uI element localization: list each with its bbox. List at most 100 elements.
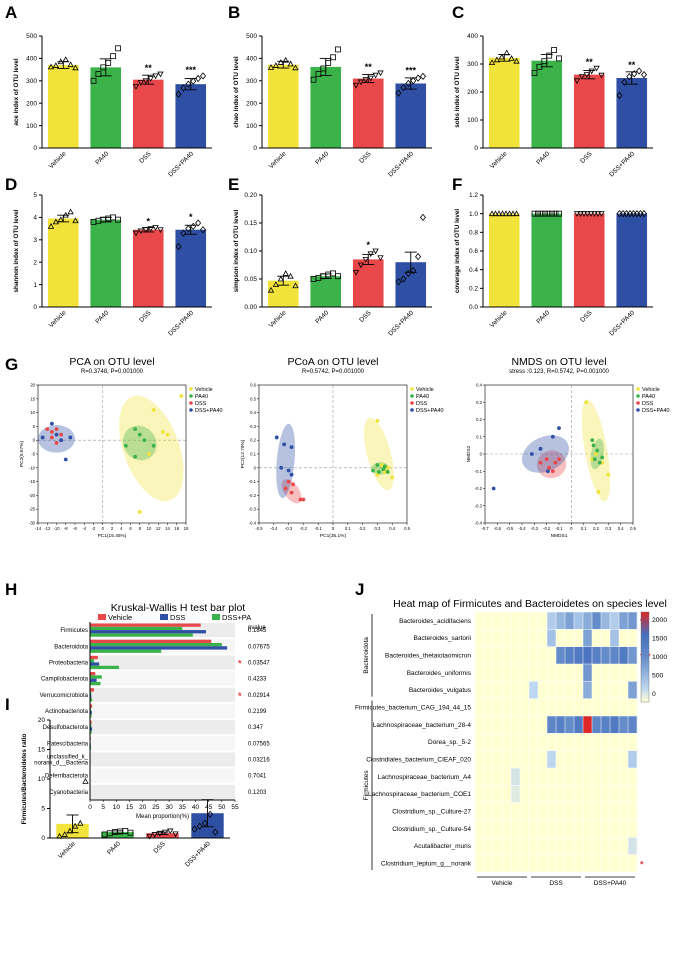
- heatmap-cell: [520, 750, 530, 769]
- bar-pa40: [101, 832, 134, 838]
- data-point: [310, 76, 317, 83]
- x-tick-label: Vehicle: [48, 150, 68, 170]
- bar-vehicle: [90, 704, 93, 708]
- bar-dss: [90, 694, 92, 699]
- bar-dss-pa: [90, 714, 92, 718]
- row-label: Bacteroides_vulgatus: [409, 687, 472, 694]
- panel-j: Heat map of Firmicutes and Bacteroidetes…: [355, 598, 667, 887]
- heatmap-cell: [574, 733, 584, 751]
- data-point: [157, 227, 164, 234]
- data-point: [509, 210, 517, 217]
- data-point: [488, 59, 496, 65]
- y-tick-label: 3: [33, 237, 37, 244]
- heatmap-cell: [565, 768, 575, 786]
- heatmap-cell: [484, 733, 494, 751]
- y-tick-label: -5: [31, 452, 35, 457]
- x-tick-label: 18: [184, 526, 189, 531]
- heatmap-cell: [547, 664, 557, 682]
- data-point: [583, 72, 590, 78]
- heatmap-cell: [529, 820, 539, 838]
- pvalue-label: 0.2199: [248, 709, 267, 715]
- data-point: [137, 228, 145, 235]
- heatmap-cell: [619, 664, 629, 682]
- y-axis-label: PC2(5.67%): [19, 441, 25, 468]
- heatmap-cell: [619, 629, 629, 647]
- bar-vehicle: [90, 688, 94, 692]
- data-point: [616, 91, 623, 99]
- heatmap-cell: [619, 716, 629, 734]
- heatmap-cell: [556, 854, 566, 873]
- x-tick-label: PA40: [535, 309, 551, 325]
- y-tick-label: 5: [33, 424, 36, 429]
- y-tick-label: -0.3: [475, 503, 483, 508]
- x-tick-label: 0.1: [581, 526, 587, 531]
- data-point: [191, 825, 198, 833]
- heatmap-cell: [538, 785, 548, 803]
- category-label: Desulfobacterota: [43, 725, 89, 731]
- heatmap-cell: [556, 612, 566, 630]
- data-point: [598, 211, 605, 217]
- bar-dss-pa40: [616, 78, 648, 148]
- heatmap-cell: [502, 629, 512, 647]
- heatmap-cell: [583, 854, 593, 873]
- heatmap-cell: [574, 802, 584, 821]
- row-label: Acutalibacter_muris: [414, 843, 472, 850]
- significance-mark: **: [586, 57, 594, 67]
- data-point: [66, 827, 74, 834]
- heatmap-cell: [502, 733, 512, 751]
- heatmap-cell: [493, 612, 503, 630]
- scatter-point-pa40: [385, 470, 390, 474]
- heatmap-cell: [610, 802, 620, 821]
- bar-vehicle: [47, 65, 79, 148]
- y-axis-label: NMDS2: [466, 445, 472, 462]
- x-tick-label: -10: [53, 526, 60, 531]
- data-point: [287, 272, 294, 279]
- legend-swatch: [410, 408, 414, 412]
- data-point: [352, 82, 360, 89]
- bar-dss-pa40: [175, 84, 207, 148]
- bar-dss-pa40: [395, 83, 427, 148]
- heatmap-cell: [502, 681, 512, 699]
- y-tick-label: -0.2: [249, 493, 257, 498]
- legend-swatch: [410, 387, 414, 391]
- heatmap-cell: [493, 785, 503, 803]
- bar-dss-pa: [90, 681, 101, 686]
- legend-label: Vehicle: [642, 387, 660, 393]
- heatmap-cell: [583, 768, 593, 786]
- confidence-ellipse-pa40: [122, 425, 157, 461]
- data-point: [62, 211, 69, 218]
- panel-label-j: J: [355, 580, 364, 599]
- heatmap-cell: [565, 681, 575, 699]
- data-point: [199, 226, 207, 234]
- x-tick-label: 0.3: [605, 526, 611, 531]
- heatmap-cell: [628, 768, 638, 786]
- bar-vehicle: [267, 64, 299, 148]
- data-point: [272, 281, 280, 287]
- scatter-point-vehicle: [160, 430, 165, 434]
- category-label: Firmicutes: [60, 628, 88, 634]
- colorbar-tick-label: 1000: [652, 654, 667, 661]
- bar-dss: [90, 662, 100, 666]
- data-point: [320, 65, 327, 72]
- legend-label: PA40: [195, 394, 208, 400]
- heatmap-cell: [538, 716, 548, 734]
- heatmap-cell: [628, 733, 638, 751]
- x-tick-label: 50: [218, 804, 226, 811]
- heatmap-cell: [619, 837, 629, 855]
- panel-d: 0 1 2 3 4 5 Vehicle PA40 * DSS * DSS+PA40 shannon in…: [13, 192, 212, 337]
- data-point: [395, 278, 402, 286]
- heatmap-cell: [565, 716, 575, 734]
- y-tick-label: 0.2: [250, 438, 256, 443]
- y-tick-label: 0.6: [250, 383, 256, 388]
- heatmap-cell: [628, 716, 638, 734]
- legend-label: Vehicle: [195, 387, 213, 393]
- data-point: [100, 64, 107, 71]
- data-point: [292, 282, 299, 289]
- heatmap-cell: [484, 681, 494, 699]
- heatmap-cell: [511, 629, 521, 647]
- data-point: [152, 73, 159, 80]
- y-tick-label: 0.8: [469, 230, 478, 237]
- y-tick-label: 0.05: [244, 276, 257, 283]
- heatmap-cell: [529, 681, 539, 699]
